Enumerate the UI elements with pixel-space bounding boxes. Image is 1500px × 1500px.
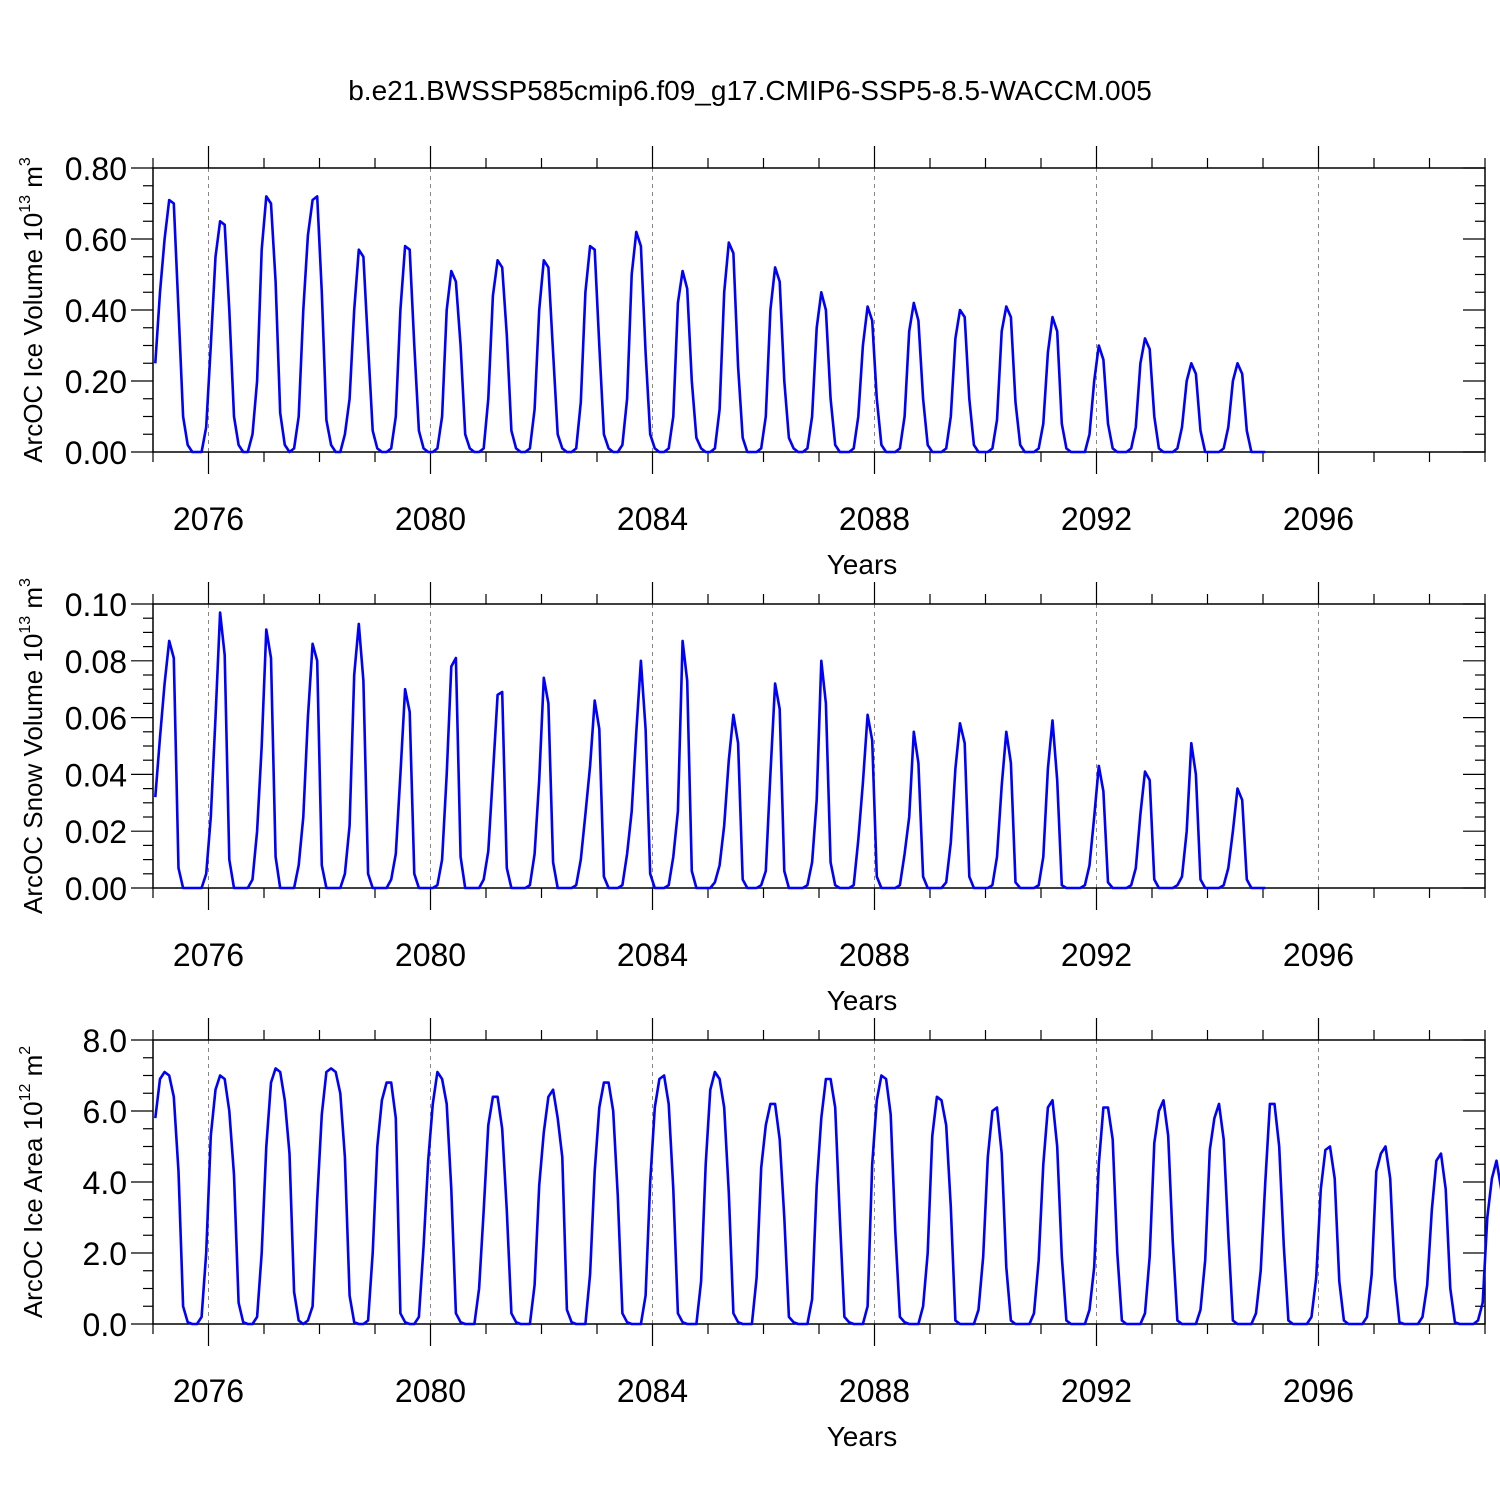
x-tick-label: 2076 [173, 501, 244, 537]
y-axis-label-unit: m [18, 1055, 48, 1084]
y-axis-label-unit: m [18, 587, 48, 616]
y-tick-label: 0.0 [83, 1307, 127, 1343]
y-tick-label: 8.0 [83, 1023, 127, 1059]
y-axis-label-text: ArcOC Ice Volume 10 [18, 213, 48, 463]
y-axis-label: ArcOC Ice Volume 1013 m3 [17, 157, 48, 463]
y-tick-label: 0.40 [65, 293, 127, 329]
y-axis-label: ArcOC Ice Area 1012 m2 [17, 1046, 48, 1318]
x-tick-label: 2092 [1061, 937, 1132, 973]
x-tick-label: 2084 [617, 1373, 688, 1409]
x-tick-label: 2088 [839, 1373, 910, 1409]
x-tick-label: 2088 [839, 501, 910, 537]
y-tick-label: 2.0 [83, 1236, 127, 1272]
x-tick-label: 2092 [1061, 1373, 1132, 1409]
y-axis-label-text: ArcOC Snow Volume 10 [18, 634, 48, 914]
panels: 2076 2080 2084 2088 2092 2096 0.00 0.20 0.40 0.60… [17, 146, 1500, 1452]
y-tick-label: 0.00 [65, 435, 127, 471]
chart-panel-3: 2076 2080 2084 2088 2092 2096 0.0 2.0 4.0 6.0 8.0 Y… [17, 1018, 1500, 1452]
x-axis-label: Years [827, 1421, 898, 1452]
y-tick-label: 0.02 [65, 814, 127, 850]
x-tick-label: 2096 [1283, 501, 1354, 537]
y-tick-label: 4.0 [83, 1165, 127, 1201]
y-tick-label: 0.20 [65, 364, 127, 400]
y-axis-label-text: ArcOC Ice Area 10 [18, 1101, 48, 1318]
y-tick-label: 0.08 [65, 644, 127, 680]
chart-panel-1: 2076 2080 2084 2088 2092 2096 0.00 0.20 0.40 0.60… [17, 146, 1486, 580]
x-tick-label: 2076 [173, 937, 244, 973]
series-line [154, 195, 1266, 454]
y-tick-label: 0.60 [65, 222, 127, 258]
y-axis-label: ArcOC Snow Volume 1013 m3 [17, 578, 48, 914]
y-tick-label: 0.00 [65, 871, 127, 907]
y-tick-label: 0.06 [65, 701, 127, 737]
x-tick-label: 2096 [1283, 1373, 1354, 1409]
y-axis-label-unit-exp: 3 [17, 157, 34, 166]
x-tick-label: 2076 [173, 1373, 244, 1409]
x-tick-label: 2080 [395, 1373, 466, 1409]
x-tick-label: 2096 [1283, 937, 1354, 973]
figure-title: b.e21.BWSSP585cmip6.f09_g17.CMIP6-SSP5-8… [348, 75, 1152, 106]
y-tick-label: 0.80 [65, 151, 127, 187]
series-line [154, 611, 1266, 890]
y-axis-label-unit-exp: 2 [17, 1046, 34, 1055]
x-axis-label: Years [827, 985, 898, 1016]
y-axis-label-unit-exp: 3 [17, 578, 34, 587]
y-tick-label: 0.10 [65, 587, 127, 623]
x-tick-label: 2084 [617, 501, 688, 537]
x-tick-label: 2084 [617, 937, 688, 973]
y-axis-label-exp: 12 [17, 1084, 34, 1102]
y-tick-label: 6.0 [83, 1094, 127, 1130]
series-line [154, 1067, 1500, 1326]
y-tick-label: 0.04 [65, 757, 127, 793]
x-axis-label: Years [827, 549, 898, 580]
y-axis-label-exp: 13 [17, 616, 34, 634]
chart-panel-2: 2076 2080 2084 2088 2092 2096 0.00 0.02 0.04 0.06… [17, 578, 1486, 1016]
x-tick-label: 2080 [395, 501, 466, 537]
x-tick-label: 2088 [839, 937, 910, 973]
x-tick-label: 2080 [395, 937, 466, 973]
y-axis-label-exp: 13 [17, 195, 34, 213]
y-axis-label-unit: m [18, 166, 48, 195]
x-tick-label: 2092 [1061, 501, 1132, 537]
